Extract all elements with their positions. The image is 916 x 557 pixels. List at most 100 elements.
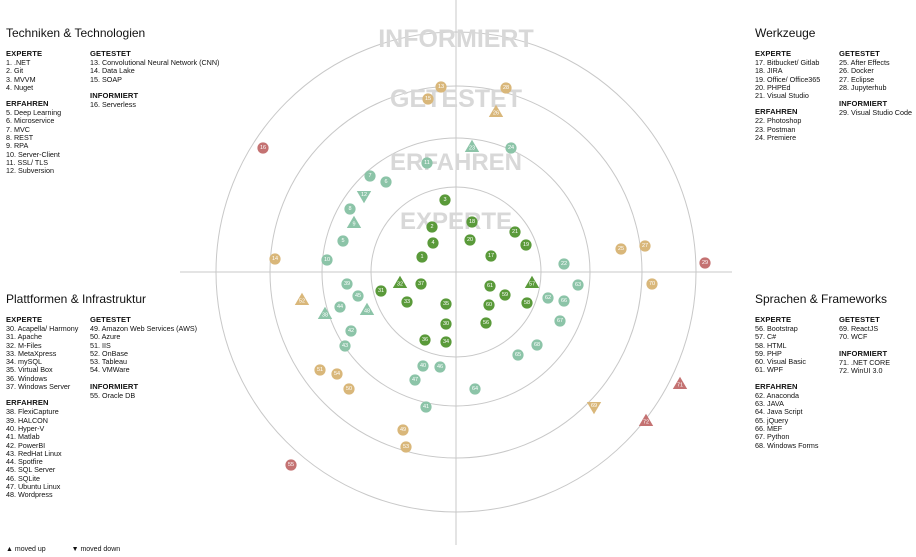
blip-16[interactable]: 16	[257, 142, 269, 154]
quadrant-columns: EXPERTE 1. .NET 2. Git 3. MVVM 4. Nuget ERFAH…	[6, 49, 260, 183]
blip-number: 18	[469, 219, 475, 225]
quadrant-col-2: GETESTET 69. ReactJS 70. WCF INFORMIERT 71. …	[839, 315, 916, 457]
ring-group-informiert: INFORMIERT 55. Oracle DB	[90, 382, 260, 400]
blip-38[interactable]: 38	[317, 306, 333, 320]
blip-21[interactable]: 21	[509, 226, 521, 238]
blip-20[interactable]: 20	[464, 234, 476, 246]
blip-72[interactable]: 72	[638, 413, 654, 427]
blip-69[interactable]: 69	[586, 401, 602, 415]
blip-48[interactable]: 48	[359, 302, 375, 316]
blip-44[interactable]: 44	[334, 301, 346, 313]
blip-27[interactable]: 27	[639, 240, 651, 252]
blip-10[interactable]: 10	[321, 254, 333, 266]
blip-list-item: 60. Visual Basic	[755, 357, 807, 367]
blip-number: 3	[443, 197, 446, 203]
blip-36[interactable]: 36	[419, 334, 431, 346]
blip-22[interactable]: 22	[558, 258, 570, 270]
blip-number: 38	[322, 313, 328, 319]
blip-64[interactable]: 64	[469, 383, 481, 395]
blip-list-item: 19. Office/ Office365	[755, 74, 821, 84]
blip-number: 43	[342, 343, 348, 349]
blip-list-item: 62. Anaconda	[755, 390, 799, 400]
blip-61[interactable]: 61	[484, 280, 496, 292]
blip-34[interactable]: 34	[440, 336, 452, 348]
blip-26[interactable]: 26	[488, 104, 504, 118]
ring-group-getestet: GETESTET 69. ReactJS 70. WCF	[839, 315, 916, 342]
blip-number: 70	[649, 281, 655, 287]
blip-19[interactable]: 19	[520, 239, 532, 251]
blip-18[interactable]: 18	[466, 216, 478, 228]
blip-12[interactable]: 12	[356, 190, 372, 204]
blip-list-item: 44. Spotfire	[6, 457, 43, 467]
blip-list-item: 39. HALCON	[6, 415, 48, 425]
blip-50[interactable]: 50	[343, 383, 355, 395]
blip-13[interactable]: 13	[435, 81, 447, 93]
blip-70[interactable]: 70	[646, 278, 658, 290]
blip-35[interactable]: 35	[440, 298, 452, 310]
blip-46[interactable]: 46	[434, 361, 446, 373]
blip-25[interactable]: 25	[615, 243, 627, 255]
blip-33[interactable]: 33	[401, 296, 413, 308]
blip-54[interactable]: 54	[331, 368, 343, 380]
ring-group-heading: GETESTET	[839, 315, 880, 324]
blip-55[interactable]: 55	[285, 459, 297, 471]
blip-52[interactable]: 52	[294, 292, 310, 306]
blip-23[interactable]: 23	[464, 139, 480, 153]
blip-29[interactable]: 29	[699, 257, 711, 269]
blip-65[interactable]: 65	[512, 349, 524, 361]
blip-31[interactable]: 31	[375, 285, 387, 297]
blip-15[interactable]: 15	[422, 93, 434, 105]
blip-43[interactable]: 43	[339, 340, 351, 352]
blip-list-item: 67. Python	[755, 432, 790, 442]
blip-58[interactable]: 58	[521, 297, 533, 309]
quadrant-col-1: EXPERTE 1. .NET 2. Git 3. MVVM 4. Nuget ERFAH…	[6, 49, 80, 183]
blip-3[interactable]: 3	[439, 194, 451, 206]
quadrant-col-1: EXPERTE 17. Bitbucket/ Gitlab 18. JIRA 19. …	[755, 49, 829, 149]
blip-53[interactable]: 53	[400, 441, 412, 453]
blip-41[interactable]: 41	[420, 401, 432, 413]
blip-42[interactable]: 42	[345, 325, 357, 337]
blip-moved-up-marker	[672, 376, 688, 390]
blip-62[interactable]: 62	[542, 292, 554, 304]
blip-1[interactable]: 1	[416, 251, 428, 263]
quadrant-col-1: EXPERTE 56. Bootstrap 57. C# 58. HTML 59. PH…	[755, 315, 829, 457]
blip-56[interactable]: 56	[480, 317, 492, 329]
blip-17[interactable]: 17	[485, 250, 497, 262]
blip-8[interactable]: 8	[344, 203, 356, 215]
blip-59[interactable]: 59	[499, 289, 511, 301]
ring-group-erfahren: ERFAHREN 5. Deep Learning 6. Microservice 7…	[6, 99, 80, 175]
blip-24[interactable]: 24	[505, 142, 517, 154]
blip-11[interactable]: 11	[421, 157, 433, 169]
blip-60[interactable]: 60	[483, 299, 495, 311]
blip-32[interactable]: 32	[392, 275, 408, 289]
blip-7[interactable]: 7	[364, 170, 376, 182]
blip-moved-up-marker	[346, 215, 362, 229]
blip-28[interactable]: 28	[500, 82, 512, 94]
blip-6[interactable]: 6	[380, 176, 392, 188]
ring-group-experte: EXPERTE 30. Acapella/ Harmony 31. Apache 32…	[6, 315, 80, 391]
blip-30[interactable]: 30	[440, 318, 452, 330]
blip-68[interactable]: 68	[531, 339, 543, 351]
blip-number: 71	[677, 383, 683, 389]
blip-45[interactable]: 45	[352, 290, 364, 302]
blip-list-item: 54. VMWare	[90, 365, 130, 375]
blip-67[interactable]: 67	[554, 315, 566, 327]
blip-37[interactable]: 37	[415, 278, 427, 290]
blip-66[interactable]: 66	[558, 295, 570, 307]
blip-9[interactable]: 9	[346, 215, 362, 229]
blip-39[interactable]: 39	[341, 278, 353, 290]
blip-2[interactable]: 2	[426, 221, 438, 233]
blip-63[interactable]: 63	[572, 279, 584, 291]
blip-40[interactable]: 40	[417, 360, 429, 372]
blip-47[interactable]: 47	[409, 374, 421, 386]
blip-51[interactable]: 51	[314, 364, 326, 376]
blip-number: 44	[337, 304, 343, 310]
blip-4[interactable]: 4	[427, 237, 439, 249]
blip-57[interactable]: 57	[524, 275, 540, 289]
quadrant-col-1: EXPERTE 30. Acapella/ Harmony 31. Apache 32…	[6, 315, 80, 507]
blip-71[interactable]: 71	[672, 376, 688, 390]
blip-49[interactable]: 49	[397, 424, 409, 436]
blip-number: 63	[575, 282, 581, 288]
blip-14[interactable]: 14	[269, 253, 281, 265]
blip-5[interactable]: 5	[337, 235, 349, 247]
